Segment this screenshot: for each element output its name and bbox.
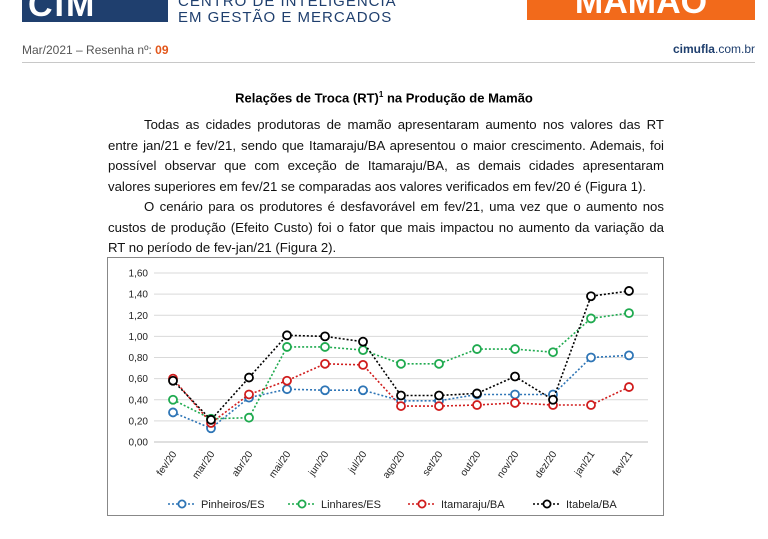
data-point (510, 398, 520, 408)
data-point (396, 358, 406, 369)
data-point (472, 344, 482, 354)
x-tick-label: abr/20 (230, 449, 256, 479)
logo: CIM (22, 0, 168, 22)
y-tick-label: 0,20 (129, 416, 149, 427)
x-tick-label: out/20 (458, 449, 483, 478)
legend-swatch-marker (297, 499, 307, 509)
issue-label: Mar/2021 – Resenha nº: 09 (22, 43, 169, 57)
data-point (624, 382, 634, 392)
data-point (434, 358, 444, 369)
data-point (586, 313, 596, 324)
y-tick-label: 1,60 (129, 269, 149, 280)
data-point (624, 286, 634, 296)
site-link[interactable]: cimufla.com.br (673, 42, 755, 56)
data-point (586, 291, 596, 302)
site-name: cimufla (672, 42, 715, 56)
x-tick-label: jan/21 (572, 449, 597, 479)
data-point (510, 344, 520, 354)
site-domain: .com.br (714, 42, 755, 56)
x-tick-label: nov/20 (495, 449, 521, 480)
legend-swatch-marker (542, 499, 552, 509)
data-point (244, 372, 254, 383)
org-name: CENTRO DE INTELIGÊNCIA EM GESTÃO E MERCA… (178, 0, 397, 26)
legend-label: Linhares/ES (321, 499, 381, 511)
data-point (624, 350, 634, 361)
y-tick-label: 1,40 (129, 290, 149, 301)
data-point (168, 394, 178, 405)
data-point (358, 345, 368, 356)
data-point (320, 358, 330, 369)
data-point (320, 385, 330, 396)
data-point (396, 390, 406, 401)
data-point (168, 407, 178, 418)
x-tick-label: fev/20 (155, 449, 180, 478)
data-point (586, 352, 596, 363)
y-tick-label: 0,80 (129, 353, 149, 364)
org-name-line1: CENTRO DE INTELIGÊNCIA (178, 0, 397, 10)
data-point (282, 342, 292, 352)
data-point (244, 389, 254, 400)
legend-label: Pinheiros/ES (201, 499, 265, 511)
y-tick-label: 1,20 (129, 311, 149, 322)
data-point (206, 414, 216, 425)
title-footnote-mark: 1 (378, 90, 384, 99)
issue-number: 09 (155, 43, 169, 57)
section-title: Relações de Troca (RT)1 na Produção de M… (0, 90, 768, 105)
data-point (434, 390, 444, 401)
paragraph-1: Todas as cidades produtoras de mamão apr… (108, 117, 664, 194)
data-point (434, 401, 444, 411)
x-tick-label: jun/20 (306, 449, 331, 479)
x-tick-label: mar/20 (191, 449, 218, 481)
y-tick-label: 0,00 (129, 438, 149, 449)
data-point (320, 331, 330, 342)
title-main: Relações de Troca (RT) (235, 90, 379, 106)
data-point (548, 394, 558, 405)
x-tick-label: dez/20 (533, 449, 559, 480)
data-point (358, 359, 368, 370)
data-point (472, 400, 482, 410)
data-point (510, 371, 520, 382)
x-tick-label: mai/20 (267, 449, 293, 480)
product-banner: MAMÃO (527, 0, 755, 20)
x-tick-label: fev/21 (611, 449, 636, 478)
title-suffix: na Produção de Mamão (383, 90, 533, 106)
data-point (320, 342, 330, 352)
issue-bar: Mar/2021 – Resenha nº: 09 cimufla.com.br (22, 40, 755, 63)
data-point (282, 375, 292, 386)
x-tick-label: set/20 (421, 449, 446, 478)
data-point (548, 347, 558, 358)
data-point (472, 388, 482, 399)
issue-prefix: Mar/2021 – Resenha nº: (22, 43, 152, 57)
y-tick-label: 1,00 (129, 332, 149, 343)
data-point (624, 308, 634, 319)
org-name-line2: EM GESTÃO E MERCADOS (178, 9, 393, 26)
data-point (168, 375, 178, 386)
y-tick-label: 0,40 (129, 395, 149, 406)
legend-label: Itabela/BA (566, 499, 617, 511)
paragraph-2: O cenário para os produtores é desfavorá… (108, 199, 664, 256)
data-point (396, 401, 406, 411)
data-point (244, 412, 254, 423)
legend-swatch-marker (177, 499, 187, 509)
x-tick-label: ago/20 (381, 449, 408, 481)
y-tick-label: 0,60 (129, 374, 149, 385)
data-point (358, 385, 368, 396)
line-chart: 0,00 0,20 0,40 0,60 0,80 1,00 1,20 1,40 1,60 fev/… (129, 269, 648, 511)
data-point (282, 330, 292, 341)
chart-frame: 0,00 0,20 0,40 0,60 0,80 1,00 1,20 1,40 1,60 fev/… (107, 257, 664, 516)
data-point (510, 389, 520, 400)
data-point (282, 384, 292, 395)
legend-swatch-marker (417, 499, 427, 509)
x-tick-label: jul/20 (346, 449, 370, 476)
data-point (586, 400, 596, 410)
data-point (358, 336, 368, 347)
legend-label: Itamaraju/BA (441, 499, 505, 511)
